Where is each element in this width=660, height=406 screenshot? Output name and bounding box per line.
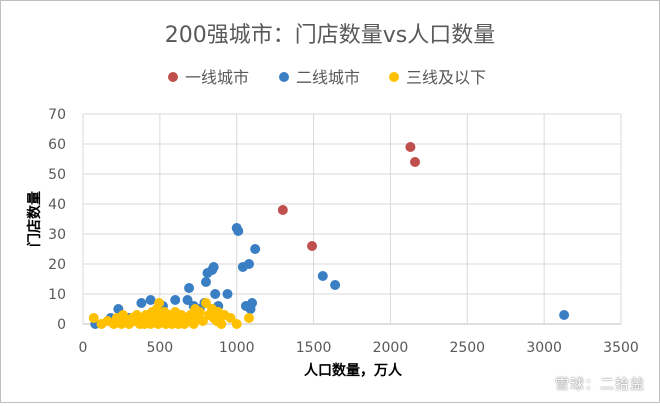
data-point — [330, 280, 341, 290]
chart-title: 200强城市：门店数量vs人口数量 — [165, 23, 495, 48]
data-point — [136, 298, 147, 308]
data-point — [225, 313, 236, 323]
x-tick-label: 1000 — [219, 340, 255, 356]
data-point — [250, 244, 261, 254]
data-point — [231, 319, 242, 329]
watermark: 雪球：二拾益 — [555, 377, 645, 393]
legend-marker — [279, 72, 289, 82]
x-tick-label: 2000 — [373, 340, 409, 356]
legend-label: 三线及以下 — [406, 68, 486, 87]
data-point — [208, 262, 219, 272]
x-axis-label: 人口数量，万人 — [304, 362, 403, 379]
y-tick-label: 10 — [48, 287, 66, 303]
data-point — [559, 310, 570, 320]
data-point — [216, 319, 227, 329]
data-point — [194, 307, 205, 317]
data-point — [182, 295, 193, 305]
legend-marker — [168, 72, 178, 82]
legend-label: 二线城市 — [296, 68, 360, 87]
y-tick-label: 70 — [48, 107, 66, 123]
data-point — [233, 226, 244, 236]
y-tick-label: 0 — [57, 317, 66, 333]
data-point — [307, 241, 318, 251]
data-point — [317, 271, 328, 281]
x-tick-label: 3000 — [526, 340, 562, 356]
x-tick-label: 500 — [146, 340, 173, 356]
y-tick-label: 30 — [48, 227, 66, 243]
gridlines — [82, 113, 622, 325]
x-tick-label: 1500 — [296, 340, 332, 356]
y-axis-label: 门店数量 — [26, 191, 43, 247]
legend-marker — [389, 72, 399, 82]
y-tick-label: 20 — [48, 257, 66, 273]
data-point — [154, 298, 165, 308]
data-point — [197, 316, 208, 326]
data-point — [244, 259, 255, 269]
y-tick-label: 60 — [48, 137, 66, 153]
y-tick-label: 40 — [48, 197, 66, 213]
data-point — [410, 157, 421, 167]
data-point — [170, 295, 181, 305]
legend: 一线城市 二线城市 三线及以下 — [168, 68, 486, 87]
x-tick-label: 2500 — [449, 340, 485, 356]
data-point — [222, 289, 233, 299]
y-tick-labels: 0 10 20 30 40 50 60 70 — [48, 107, 66, 333]
data-point — [247, 298, 258, 308]
data-point — [405, 142, 416, 152]
data-point — [184, 283, 195, 293]
data-point — [244, 313, 255, 323]
data-point — [200, 277, 211, 287]
y-tick-label: 50 — [48, 167, 66, 183]
x-tick-label: 3500 — [603, 340, 639, 356]
data-points — [88, 142, 570, 329]
data-point — [200, 298, 211, 308]
legend-label: 一线城市 — [185, 68, 249, 87]
x-tick-labels: 0 500 1000 1500 2000 2500 3000 3500 — [79, 340, 639, 356]
x-tick-label: 0 — [79, 340, 88, 356]
data-point — [210, 289, 221, 299]
data-point — [277, 205, 288, 215]
data-point — [145, 295, 156, 305]
data-point — [88, 313, 99, 323]
